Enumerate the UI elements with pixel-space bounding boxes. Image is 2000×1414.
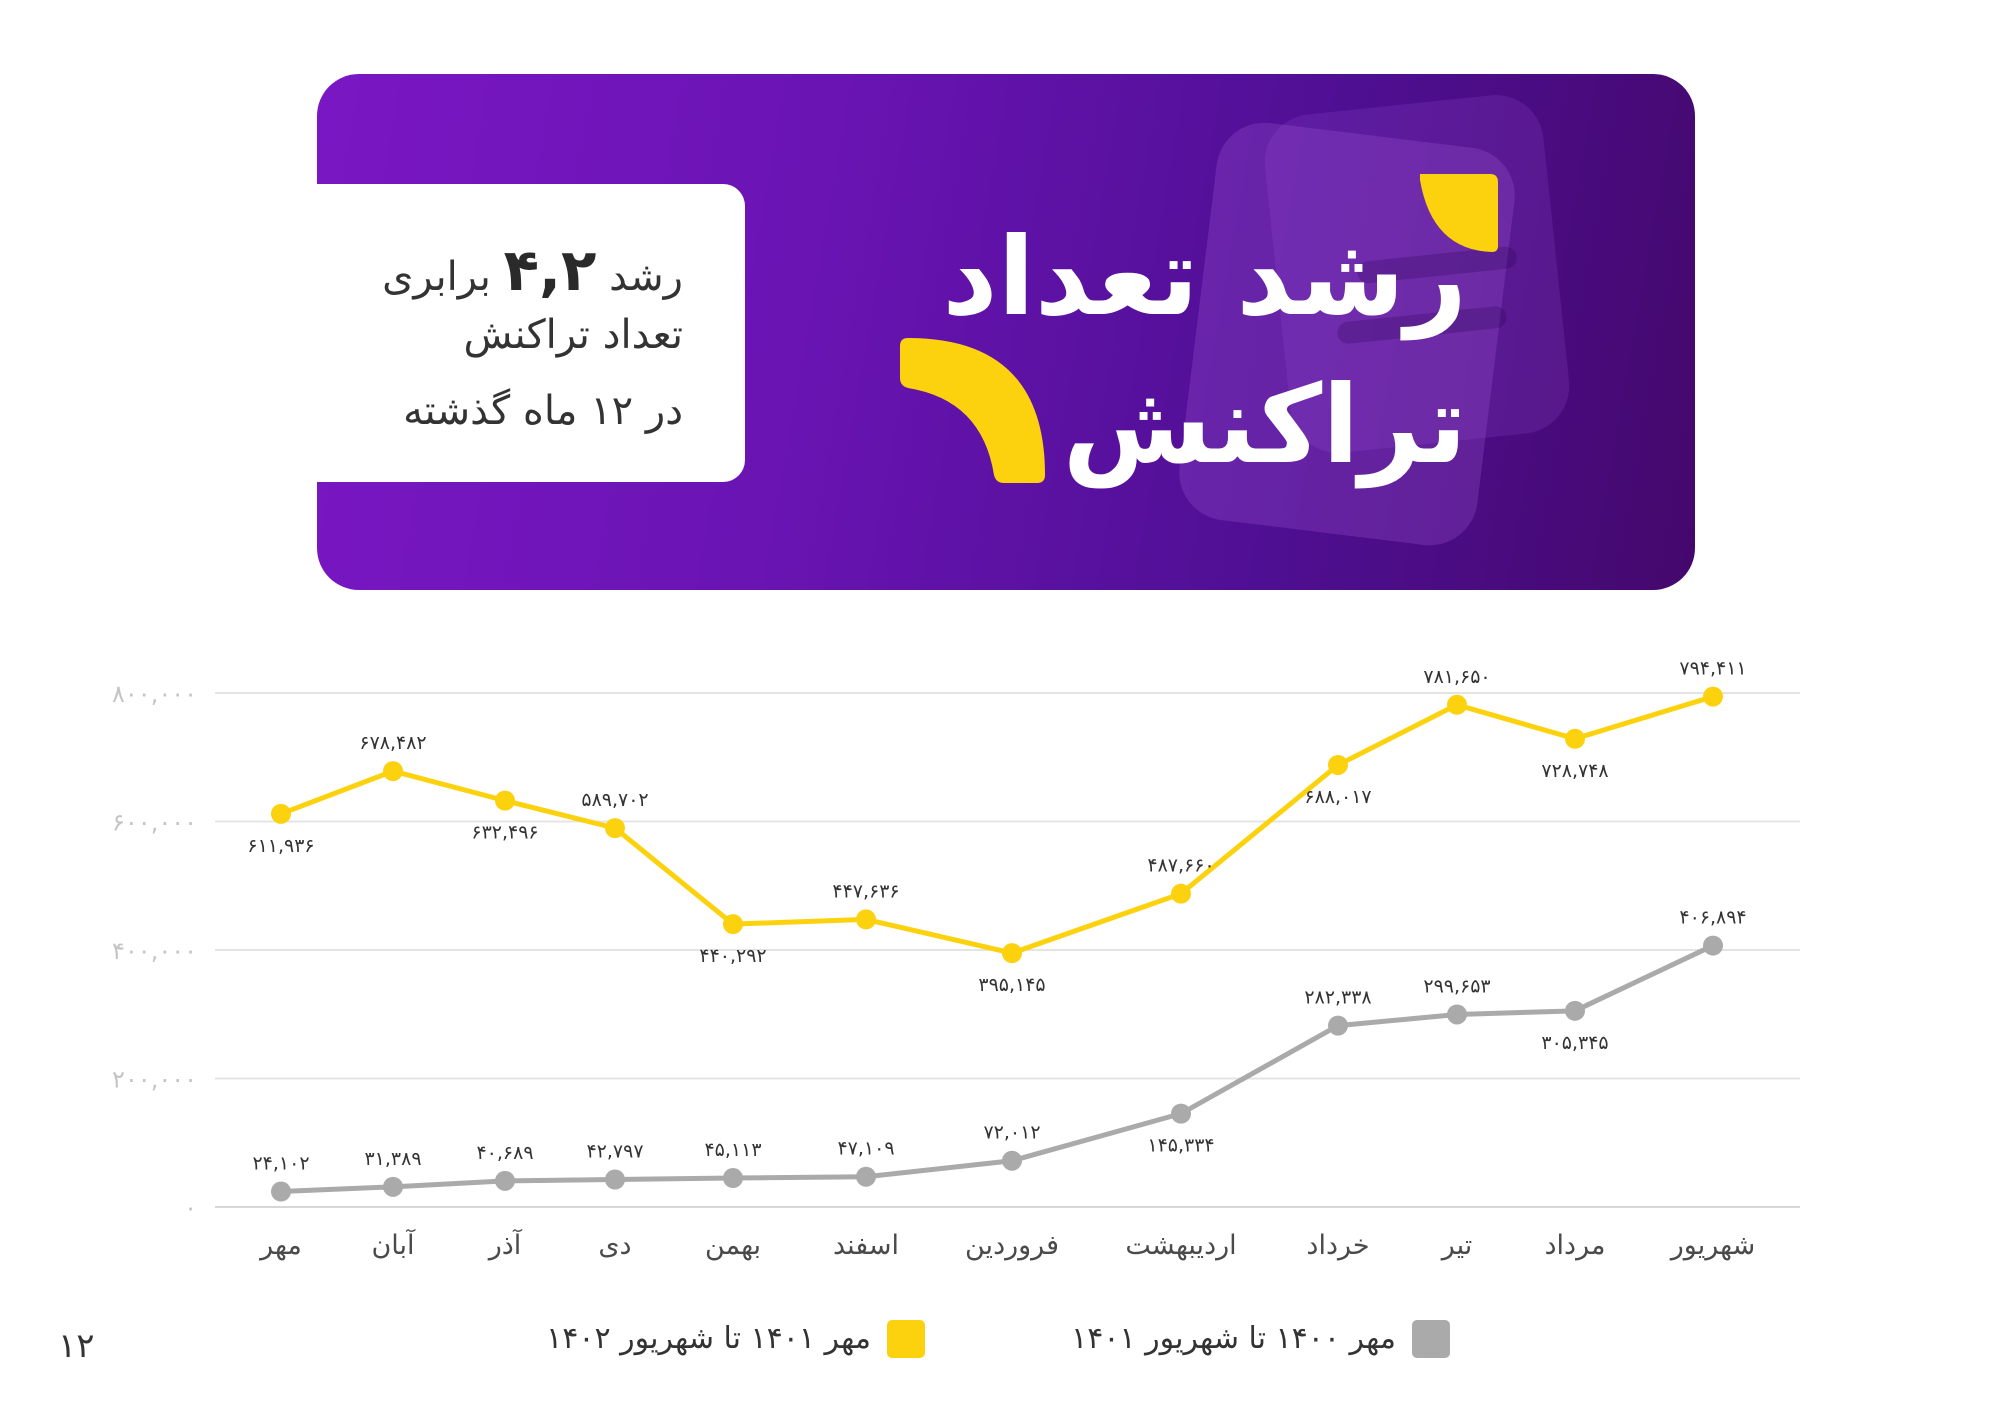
growth-note-prefix: رشد bbox=[609, 254, 683, 300]
legend-label-previous-year: مهر ۱۴۰۰ تا شهریور ۱۴۰۱ bbox=[1071, 1321, 1396, 1356]
x-tick-label: آذر bbox=[487, 1229, 523, 1261]
data-point bbox=[1328, 754, 1348, 775]
data-point bbox=[1565, 728, 1585, 749]
data-label: ۴۸۷,۶۶۰ bbox=[1147, 855, 1214, 877]
data-label: ۲۴,۱۰۲ bbox=[252, 1153, 309, 1175]
banner-title-line1: رشد تعداد bbox=[942, 215, 1467, 340]
data-point bbox=[1002, 1150, 1022, 1171]
data-point bbox=[723, 914, 743, 935]
x-tick-label: مرداد bbox=[1545, 1230, 1606, 1261]
data-point bbox=[723, 1168, 743, 1189]
x-tick-label: دی bbox=[598, 1230, 631, 1261]
data-label: ۶۱۱,۹۳۶ bbox=[247, 835, 314, 857]
data-label: ۶۸۸,۰۱۷ bbox=[1304, 786, 1371, 808]
data-point bbox=[1447, 694, 1467, 715]
y-tick-label: ۶۰۰,۰۰۰ bbox=[112, 809, 197, 837]
x-tick-label: آبان bbox=[371, 1229, 416, 1261]
data-label: ۴۰۶,۸۹۴ bbox=[1679, 907, 1746, 929]
data-point bbox=[605, 1169, 625, 1190]
page-number: ۱۲ bbox=[58, 1326, 95, 1366]
data-point bbox=[495, 1170, 515, 1191]
data-label: ۴۴۰,۲۹۲ bbox=[699, 945, 766, 967]
data-point bbox=[1565, 1000, 1585, 1021]
header-banner: رشد تعداد تراکنش رشد ۴,۲ برابری تعداد تر… bbox=[317, 74, 1695, 590]
x-tick-label: شهریور bbox=[1669, 1230, 1755, 1261]
x-tick-label: تیر bbox=[1440, 1230, 1473, 1261]
legend-item-previous-year: مهر ۱۴۰۰ تا شهریور ۱۴۰۱ bbox=[1071, 1320, 1450, 1360]
growth-note-card: رشد ۴,۲ برابری تعداد تراکنش در ۱۲ ماه گذ… bbox=[317, 184, 745, 482]
data-label: ۶۷۸,۴۸۲ bbox=[359, 732, 426, 754]
legend-label-current-year: مهر ۱۴۰۱ تا شهریور ۱۴۰۲ bbox=[546, 1321, 871, 1356]
data-label: ۳۱,۳۸۹ bbox=[364, 1148, 421, 1170]
data-point bbox=[383, 1176, 403, 1197]
x-tick-label: مهر bbox=[258, 1230, 302, 1261]
data-point bbox=[856, 1166, 876, 1187]
data-label: ۴۵,۱۱۳ bbox=[704, 1139, 761, 1161]
data-label: ۷۲۸,۷۴۸ bbox=[1541, 760, 1608, 782]
y-tick-label: ۲۰۰,۰۰۰ bbox=[112, 1066, 197, 1094]
data-point bbox=[1447, 1004, 1467, 1025]
data-point bbox=[1703, 935, 1723, 956]
data-label: ۴۴۷,۶۳۶ bbox=[832, 880, 899, 902]
data-point bbox=[271, 1181, 291, 1202]
y-tick-label: ۰ bbox=[184, 1194, 197, 1222]
series-line bbox=[280, 943, 1715, 1195]
data-point bbox=[605, 818, 625, 839]
y-tick-label: ۴۰۰,۰۰۰ bbox=[112, 937, 197, 965]
data-point bbox=[1002, 943, 1022, 964]
data-label: ۴۰,۶۸۹ bbox=[476, 1142, 533, 1164]
data-point bbox=[1171, 883, 1191, 904]
data-label: ۷۹۴,۴۱۱ bbox=[1679, 658, 1746, 680]
growth-note-number: ۴,۲ bbox=[503, 236, 597, 304]
data-label: ۵۸۹,۷۰۲ bbox=[581, 789, 648, 811]
x-tick-label: بهمن bbox=[705, 1230, 761, 1261]
data-point bbox=[383, 761, 403, 782]
data-label: ۲۸۲,۳۳۸ bbox=[1304, 987, 1371, 1009]
banner-title-line2: تراکنش bbox=[1062, 363, 1467, 488]
data-point bbox=[1171, 1103, 1191, 1124]
growth-note-line3: در ۱۲ ماه گذشته bbox=[403, 388, 683, 434]
growth-note-suffix: برابری bbox=[382, 254, 491, 300]
x-tick-label: اسفند bbox=[833, 1230, 899, 1261]
yellow-quarter-shape bbox=[900, 338, 1045, 483]
data-point bbox=[856, 909, 876, 930]
data-label: ۷۲,۰۱۲ bbox=[983, 1122, 1040, 1144]
data-label: ۴۲,۷۹۷ bbox=[586, 1141, 643, 1163]
data-label: ۳۰۵,۳۴۵ bbox=[1541, 1032, 1608, 1054]
data-point bbox=[1703, 686, 1723, 707]
growth-note-line2: تعداد تراکنش bbox=[463, 312, 684, 358]
data-label: ۴۷,۱۰۹ bbox=[837, 1138, 894, 1160]
data-label: ۱۴۵,۳۳۴ bbox=[1147, 1135, 1214, 1157]
series-line bbox=[280, 694, 1714, 956]
x-tick-label: اردیبهشت bbox=[1125, 1230, 1236, 1261]
data-label: ۳۹۵,۱۴۵ bbox=[978, 974, 1045, 996]
data-label: ۷۸۱,۶۵۰ bbox=[1423, 666, 1490, 688]
data-point bbox=[1328, 1015, 1348, 1036]
x-tick-label: فروردین bbox=[965, 1230, 1059, 1261]
x-tick-label: خرداد bbox=[1306, 1230, 1369, 1261]
legend-item-current-year: مهر ۱۴۰۱ تا شهریور ۱۴۰۲ bbox=[546, 1320, 925, 1360]
growth-note-line1: رشد ۴,۲ برابری bbox=[323, 236, 683, 304]
data-point bbox=[271, 803, 291, 824]
data-label: ۲۹۹,۶۵۳ bbox=[1423, 975, 1490, 997]
legend-swatch-yellow bbox=[887, 1320, 925, 1358]
data-label: ۶۳۲,۴۹۶ bbox=[471, 822, 538, 844]
data-point bbox=[495, 790, 515, 811]
legend-swatch-gray bbox=[1412, 1320, 1450, 1358]
banner-title: رشد تعداد تراکنش bbox=[907, 204, 1467, 500]
yellow-corner-shape bbox=[1420, 174, 1498, 252]
y-tick-label: ۸۰۰,۰۰۰ bbox=[112, 680, 197, 708]
